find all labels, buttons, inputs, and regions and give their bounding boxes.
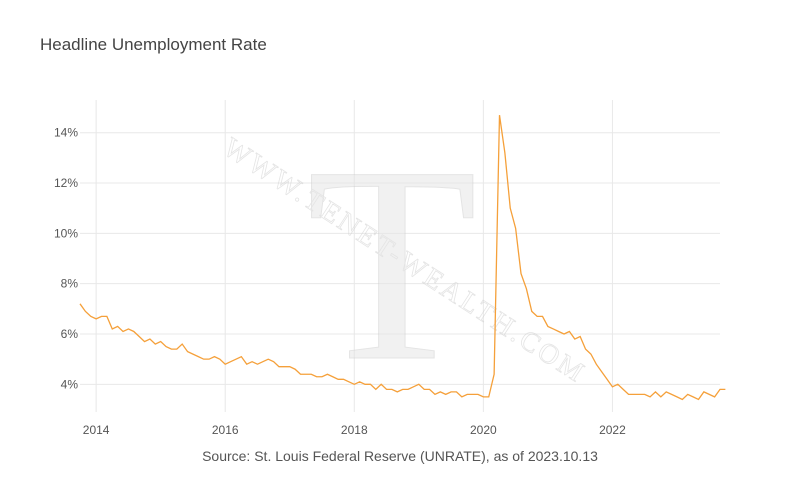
watermark-letter: T: [306, 108, 477, 419]
y-tick-label: 8%: [61, 277, 79, 291]
x-tick-label: 2018: [341, 423, 368, 437]
chart-title: Headline Unemployment Rate: [40, 35, 267, 54]
source-note: Source: St. Louis Federal Reserve (UNRAT…: [202, 448, 598, 464]
series-line: [79, 115, 726, 401]
x-axis-ticks: 2014 2016 2018 2020 2022: [83, 423, 626, 437]
y-tick-label: 10%: [54, 226, 78, 240]
y-axis-ticks: 4% 6% 8% 10% 12% 14%: [54, 126, 78, 392]
x-tick-label: 2016: [212, 423, 239, 437]
x-tick-label: 2014: [83, 423, 110, 437]
y-tick-label: 6%: [61, 327, 79, 341]
x-tick-label: 2022: [599, 423, 626, 437]
x-tick-label: 2020: [470, 423, 497, 437]
y-tick-label: 12%: [54, 176, 78, 190]
watermark: T WWW.TENET-WEALTH.COM: [217, 108, 592, 420]
gridlines: [80, 100, 720, 412]
y-tick-label: 4%: [61, 377, 79, 391]
y-tick-label: 14%: [54, 126, 78, 140]
